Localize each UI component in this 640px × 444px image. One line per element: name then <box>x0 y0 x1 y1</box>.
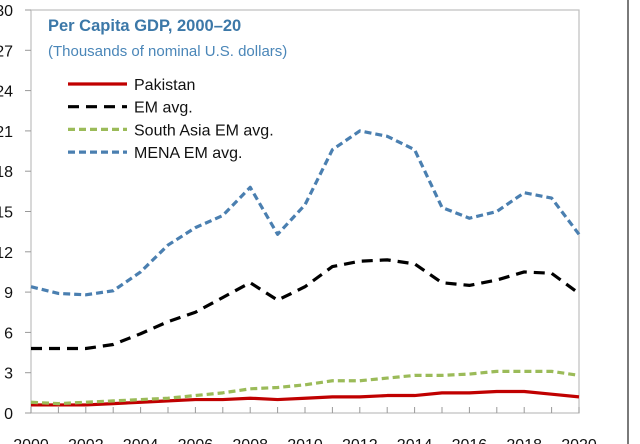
y-tick-label: 24 <box>0 84 13 101</box>
y-tick-label: 18 <box>0 164 13 181</box>
legend-label: EM avg. <box>134 100 193 117</box>
y-tick-label: 15 <box>0 205 13 222</box>
legend-label: Pakistan <box>134 77 195 94</box>
x-tick-label: 2008 <box>232 437 268 444</box>
x-tick-label: 2010 <box>287 437 323 444</box>
series-line-em-avg- <box>31 258 580 351</box>
x-tick-label: 2012 <box>342 437 378 444</box>
y-tick-label: 21 <box>0 124 13 141</box>
y-tick-label: 30 <box>0 3 13 20</box>
series-line-pakistan <box>31 389 580 407</box>
chart-subtitle: (Thousands of nominal U.S. dollars) <box>48 43 287 60</box>
x-tick-label: 2002 <box>68 437 104 444</box>
y-tick-label: 9 <box>4 285 13 302</box>
y-tick-label: 3 <box>4 366 13 383</box>
x-tick-label: 2000 <box>13 437 49 444</box>
x-tick-label: 2018 <box>506 437 542 444</box>
legend: Pakistan EM avg. South Asia EM avg. MENA EM… <box>68 77 274 162</box>
legend-label: South Asia EM avg. <box>134 122 274 139</box>
series-line-mena-em-avg- <box>30 129 581 297</box>
x-tick-label: 2020 <box>561 437 597 444</box>
chart-title: Per Capita GDP, 2000–20 <box>48 17 241 35</box>
y-tick-label: 0 <box>4 406 13 423</box>
y-tick-label: 27 <box>0 43 13 60</box>
y-tick-label: 6 <box>4 325 13 342</box>
y-tick-label: 12 <box>0 245 13 262</box>
series-line-south-asia-em-avg- <box>30 369 580 406</box>
x-tick-label: 2006 <box>178 437 214 444</box>
x-tick-label: 2014 <box>397 437 433 444</box>
x-tick-label: 2016 <box>452 437 488 444</box>
plot-frame <box>30 9 580 414</box>
x-tick-label: 2004 <box>123 437 159 444</box>
legend-label: MENA EM avg. <box>134 145 242 162</box>
